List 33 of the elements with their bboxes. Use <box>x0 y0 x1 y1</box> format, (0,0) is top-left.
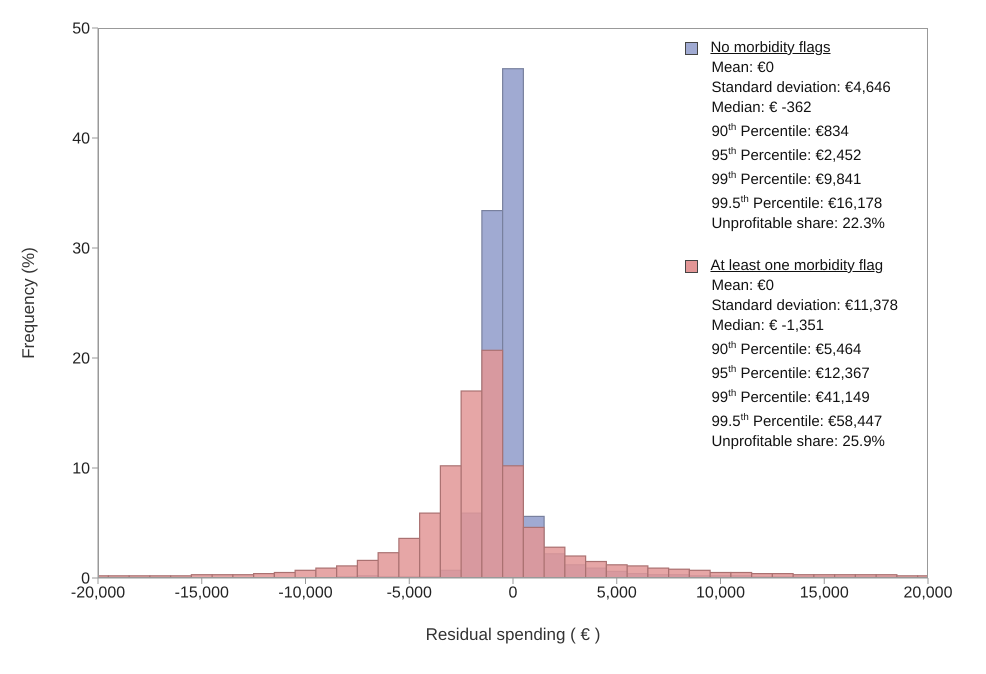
annotation: 90$^{th}$ Percentile: €834 <box>711 122 849 140</box>
x-tick-label: 10,000 <box>696 584 746 602</box>
annotation: Mean: €0 <box>711 277 774 294</box>
y-tick-label: 10 <box>72 460 90 478</box>
y-tick-label: 40 <box>72 130 90 148</box>
y-tick-label: 50 <box>72 20 90 38</box>
x-tick-label: 0 <box>508 584 518 602</box>
y-tick-label: 30 <box>72 240 90 258</box>
annotation: 95$^{th}$ Percentile: €12,367 <box>711 364 870 382</box>
annotation: Standard deviation: €11,378 <box>711 297 898 314</box>
x-tick-label: 20,000 <box>904 584 953 602</box>
annotation: 99$^{th}$ Percentile: €41,149 <box>711 388 870 406</box>
legend-label: At least one morbidity flag <box>710 256 884 276</box>
annotation: Standard deviation: €4,646 <box>711 79 891 96</box>
annotation: Unprofitable share: 22.3% <box>711 215 885 232</box>
x-tick-label: 5,000 <box>596 584 637 602</box>
annotation: 99.5$^{th}$ Percentile: €58,447 <box>711 412 882 430</box>
x-axis-title: Residual spending ( € ) <box>426 625 600 644</box>
x-tick-label: 15,000 <box>800 584 849 602</box>
y-tick-label: 20 <box>72 350 90 368</box>
x-tick-label: -10,000 <box>278 584 333 602</box>
annotation: Median: € -362 <box>711 99 812 116</box>
x-tick-label: -15,000 <box>174 584 229 602</box>
y-axis-title: Frequency (%) <box>19 247 38 359</box>
annotation: 95$^{th}$ Percentile: €2,452 <box>711 146 862 164</box>
annotation: 90$^{th}$ Percentile: €5,464 <box>711 340 862 358</box>
annotation: 99$^{th}$ Percentile: €9,841 <box>711 170 862 188</box>
annotation: Mean: €0 <box>711 59 774 76</box>
x-tick-label: -5,000 <box>386 584 432 602</box>
legend-label: No morbidity flags <box>710 38 830 58</box>
annotation: Median: € -1,351 <box>711 317 824 334</box>
annotation: 99.5$^{th}$ Percentile: €16,178 <box>711 194 882 212</box>
annotation: Unprofitable share: 25.9% <box>711 433 885 450</box>
